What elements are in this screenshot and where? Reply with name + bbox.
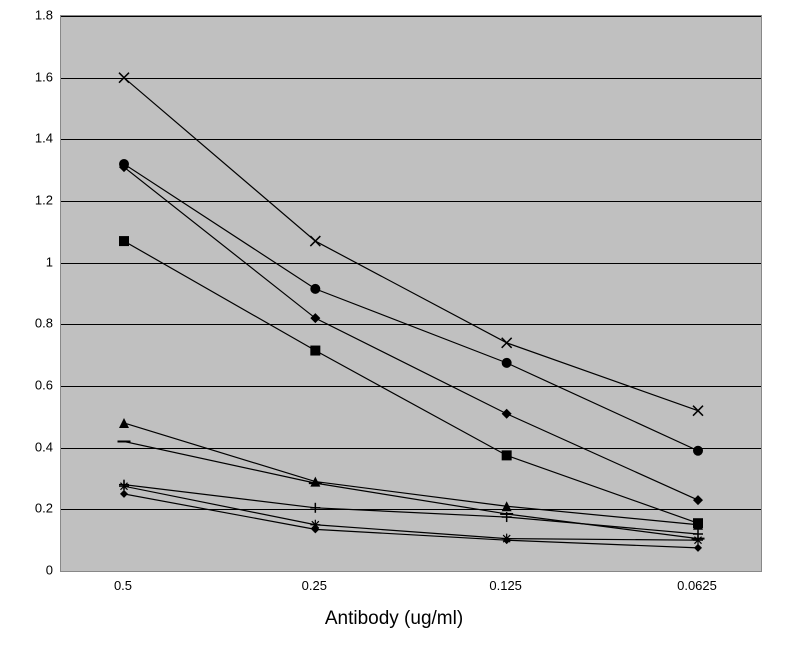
series-marker (310, 284, 320, 294)
series-marker (310, 346, 320, 356)
y-tick-label: 0.6 (8, 378, 53, 393)
gridline (61, 78, 761, 79)
y-tick-label: 1.6 (8, 69, 53, 84)
chart-svg (61, 16, 761, 571)
y-tick-label: 0.8 (8, 316, 53, 331)
series-marker (119, 418, 129, 428)
series-marker (502, 450, 512, 460)
series-marker (119, 480, 129, 490)
y-tick-label: 1.4 (8, 131, 53, 146)
gridline (61, 386, 761, 387)
series-marker (311, 525, 319, 533)
y-tick-label: 1 (8, 254, 53, 269)
y-tick-label: 0 (8, 563, 53, 578)
y-tick-label: 1.8 (8, 8, 53, 23)
gridline (61, 16, 761, 17)
series-marker (503, 536, 511, 544)
series-marker (119, 159, 129, 169)
series-marker (693, 406, 703, 416)
x-axis-label: Antibody (ug/ml) (0, 608, 788, 630)
gridline (61, 201, 761, 202)
series-marker (502, 358, 512, 368)
series-marker (502, 338, 512, 348)
series-line (124, 241, 698, 523)
x-tick-label: 0.5 (93, 578, 153, 593)
y-tick-label: 1.2 (8, 193, 53, 208)
plot-area (60, 15, 762, 572)
x-tick-label: 0.0625 (667, 578, 727, 593)
chart-container: Antibody (ug/ml) 0 0.2 0.4 0.6 0.8 1 1.2 1.4 1.6… (0, 0, 788, 650)
gridline (61, 324, 761, 325)
gridline (61, 509, 761, 510)
series-line (124, 164, 698, 451)
series-marker (120, 490, 128, 498)
x-tick-label: 0.125 (476, 578, 536, 593)
series-line (124, 78, 698, 411)
y-tick-label: 0.4 (8, 439, 53, 454)
gridline (61, 139, 761, 140)
series-marker (694, 544, 702, 552)
series-marker (693, 495, 703, 505)
y-tick-label: 0.2 (8, 501, 53, 516)
series-marker (502, 409, 512, 419)
x-tick-label: 0.25 (284, 578, 344, 593)
gridline (61, 263, 761, 264)
series-marker (310, 236, 320, 246)
series-marker (310, 503, 320, 513)
series-line (124, 442, 698, 539)
series-marker (119, 236, 129, 246)
series-line (124, 167, 698, 500)
gridline (61, 448, 761, 449)
